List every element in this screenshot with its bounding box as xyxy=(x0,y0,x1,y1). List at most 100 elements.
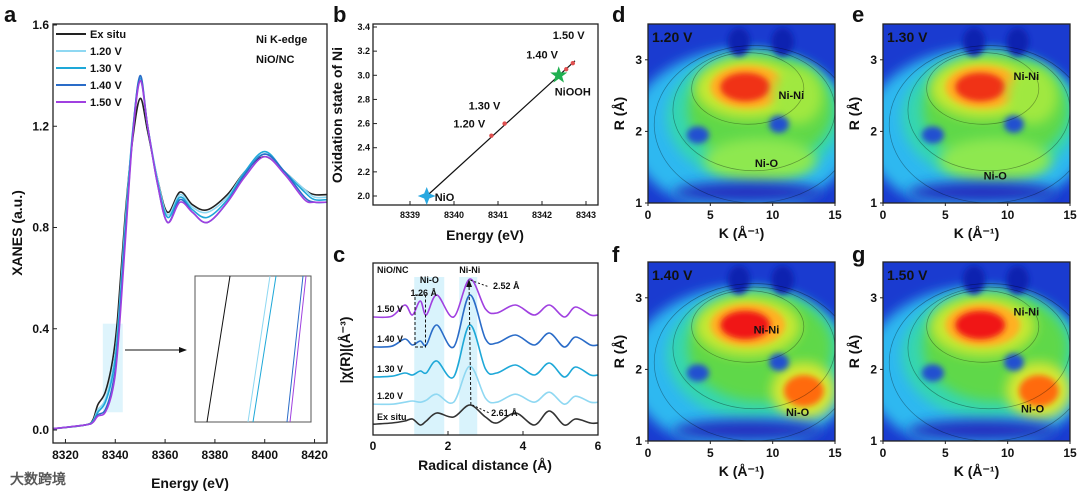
x-axis-label: Energy (eV) xyxy=(446,227,524,243)
x-tick-label: 0 xyxy=(645,208,652,222)
x-axis-label: K (Å⁻¹) xyxy=(719,225,765,241)
series-label: 1.30 V xyxy=(377,364,403,374)
panel-letter-b: b xyxy=(333,2,346,27)
ni-ni-label: Ni-Ni xyxy=(459,265,480,275)
legend-label: 1.20 V xyxy=(90,46,122,58)
series-label: 1.40 V xyxy=(377,334,403,344)
voltage-label: 1.40 V xyxy=(652,267,693,283)
data-point xyxy=(489,133,494,138)
map-blob xyxy=(1006,265,1029,295)
map-blob xyxy=(921,126,945,144)
inset-frame xyxy=(194,275,312,423)
exafs-line-4 xyxy=(372,278,599,319)
voltage-label: 1.20 V xyxy=(652,29,693,45)
map-blob xyxy=(939,138,1052,182)
map-blob xyxy=(907,419,1058,441)
x-tick-label: 5 xyxy=(707,446,714,460)
x-tick-label: 10 xyxy=(766,446,780,460)
y-tick-label: 0.0 xyxy=(32,423,49,437)
sample-label: NiO/NC xyxy=(256,54,295,66)
x-tick-label: 8340 xyxy=(444,210,464,220)
y-tick-label: 1 xyxy=(870,434,877,448)
x-tick-label: 8320 xyxy=(52,448,79,462)
contour-line xyxy=(907,286,1070,410)
x-tick-label: 15 xyxy=(828,208,842,222)
y-tick-label: 3 xyxy=(870,53,877,67)
map-blob xyxy=(772,66,823,125)
x-tick-label: 15 xyxy=(1063,208,1077,222)
contour-line xyxy=(926,52,1040,125)
wavelet-map-f xyxy=(648,262,835,441)
panel-letter-f: f xyxy=(612,242,620,267)
shift-arrow-icon xyxy=(466,279,473,406)
x-tick-label: 8339 xyxy=(400,210,420,220)
panel-b-frame xyxy=(372,23,599,206)
panel-c-frame xyxy=(372,262,599,436)
wavelet-map-g xyxy=(883,262,1070,441)
x-axis-label: K (Å⁻¹) xyxy=(719,463,765,479)
y-axis-label: R (Å) xyxy=(611,335,627,368)
y-tick-label: 2 xyxy=(870,362,877,376)
x-tick-label: 5 xyxy=(707,208,714,222)
exafs-line-1 xyxy=(372,365,599,406)
y-tick-label: 2.4 xyxy=(357,143,370,153)
map-blob xyxy=(672,419,823,441)
edge-label: Ni K-edge xyxy=(256,34,307,46)
y-tick-label: 3 xyxy=(635,53,642,67)
x-tick-label: 8420 xyxy=(301,448,328,462)
map-blob xyxy=(921,364,945,382)
legend-label: Ex situ xyxy=(90,29,126,41)
x-tick-label: 15 xyxy=(828,446,842,460)
ni-o-region xyxy=(414,277,445,435)
x-tick-label: 2 xyxy=(445,439,452,453)
map-blob xyxy=(768,353,789,371)
nio-star-icon xyxy=(417,187,436,205)
contour-line xyxy=(888,45,1070,203)
x-tick-label: 8341 xyxy=(488,210,508,220)
y-axis-label: XANES (a.u.) xyxy=(9,190,25,276)
y-tick-label: 1.6 xyxy=(32,18,49,32)
data-point xyxy=(564,67,569,72)
map-blob xyxy=(962,265,986,295)
y-tick-label: 3.2 xyxy=(357,46,370,56)
contour-line xyxy=(672,286,835,410)
x-tick-label: 8342 xyxy=(532,210,552,220)
y-axis-label: Oxidation state of Ni xyxy=(329,47,345,183)
series-label: 1.50 V xyxy=(377,304,403,314)
ni-ni-label: Ni-Ni xyxy=(1014,71,1040,83)
ni-ni-label: Ni-Ni xyxy=(754,325,780,337)
map-blob xyxy=(1007,66,1058,125)
exafs-line-2 xyxy=(372,324,599,379)
point-label: 1.20 V xyxy=(453,119,485,131)
map-blob xyxy=(720,310,771,340)
legend-label: 1.50 V xyxy=(90,97,122,109)
y-tick-label: 2.6 xyxy=(357,119,370,129)
xanes-line-4 xyxy=(52,79,328,430)
inset-line-2 xyxy=(252,275,277,423)
watermark: 大数跨境 xyxy=(10,471,66,487)
panel-f-frame xyxy=(647,261,836,442)
panel-d-frame xyxy=(647,23,836,204)
map-blob xyxy=(907,181,1058,203)
x-tick-label: 8400 xyxy=(251,448,278,462)
x-tick-label: 6 xyxy=(595,439,602,453)
map-blob xyxy=(720,72,771,102)
leader-line xyxy=(472,404,490,414)
inset-line-1 xyxy=(247,275,271,423)
ni-o-label: Ni-O xyxy=(984,170,1008,182)
ni-o-label: Ni-O xyxy=(786,407,810,419)
x-tick-label: 8380 xyxy=(202,448,229,462)
exafs-line-0 xyxy=(372,404,599,426)
y-tick-label: 1 xyxy=(635,434,642,448)
x-tick-label: 8343 xyxy=(576,210,596,220)
panel-g-frame xyxy=(882,261,1071,442)
distance-label: 2.61 Å xyxy=(491,408,518,418)
x-tick-label: 15 xyxy=(1063,446,1077,460)
y-tick-label: 3.4 xyxy=(357,22,370,32)
map-blob xyxy=(783,375,824,407)
panel-e-frame xyxy=(882,23,1071,204)
series-label: Ex situ xyxy=(377,412,407,422)
x-tick-label: 4 xyxy=(520,439,527,453)
x-tick-label: 5 xyxy=(942,208,949,222)
